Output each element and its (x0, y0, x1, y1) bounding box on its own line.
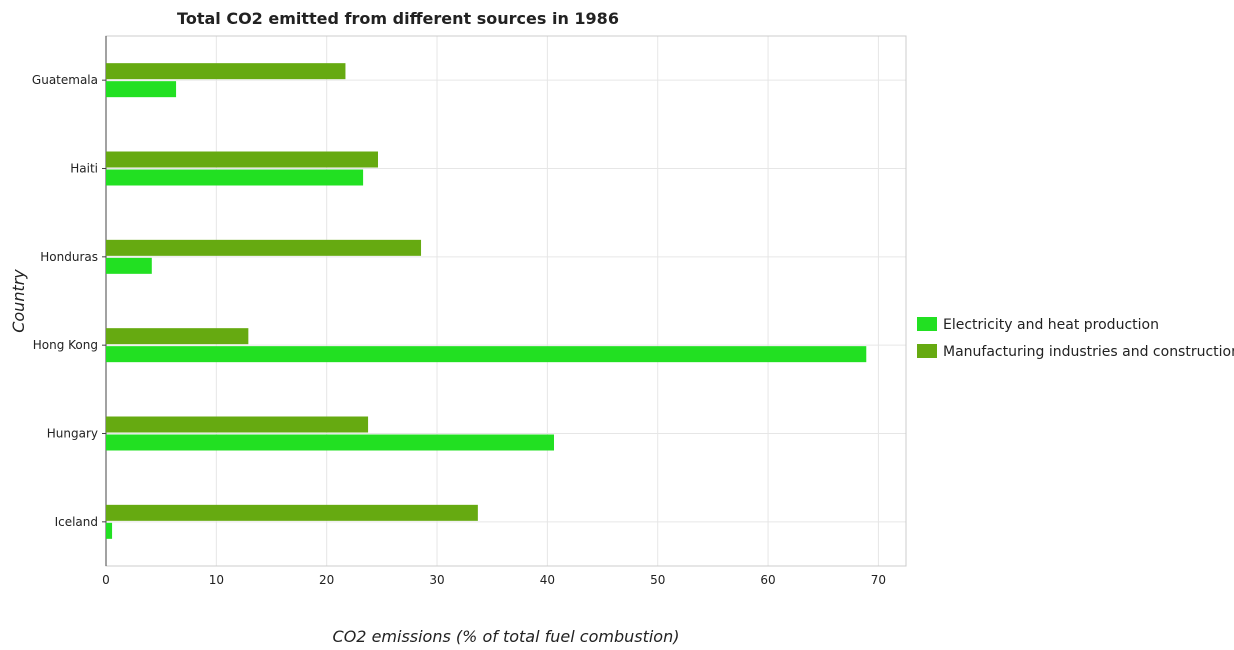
y-tick-label: Haiti (70, 162, 98, 176)
y-tick-label: Guatemala (32, 73, 98, 87)
legend-label-manufacturing: Manufacturing industries and constructio… (943, 344, 1234, 360)
y-axis-title: Country (9, 269, 28, 333)
plot-area: Guatemala Haiti Honduras Hong Kong Hungary Ic… (32, 35, 907, 587)
y-tick-label: Hungary (47, 427, 98, 441)
bar-electricity-honduras (106, 257, 152, 274)
y-tick-label: Honduras (40, 250, 98, 264)
legend-swatch-electricity (917, 317, 937, 331)
bar-electricity-hong-kong (106, 346, 867, 363)
bar-manufacturing-hong-kong (106, 328, 249, 345)
bar-electricity-iceland (106, 522, 113, 539)
bar-electricity-hungary (106, 434, 554, 451)
bar-manufacturing-guatemala (106, 63, 346, 80)
legend: Electricity and heat production Manufactu… (917, 317, 1234, 360)
y-tick-label: Iceland (55, 515, 98, 529)
x-tick-label: 40 (540, 573, 555, 587)
x-tick-label: 50 (650, 573, 665, 587)
x-tick-label: 60 (760, 573, 775, 587)
chart-title: Total CO2 emitted from different sources… (177, 9, 619, 28)
bar-manufacturing-honduras (106, 239, 422, 256)
legend-label-electricity: Electricity and heat production (943, 317, 1159, 333)
x-tick-label: 10 (209, 573, 224, 587)
bar-electricity-haiti (106, 169, 364, 186)
plot-background (106, 36, 906, 566)
bar-manufacturing-iceland (106, 504, 478, 521)
x-tick-label: 70 (871, 573, 886, 587)
y-tick-label: Hong Kong (33, 338, 98, 352)
legend-swatch-manufacturing (917, 344, 937, 358)
x-tick-label: 0 (102, 573, 110, 587)
bar-manufacturing-hungary (106, 416, 369, 433)
x-tick-label: 20 (319, 573, 334, 587)
bar-manufacturing-haiti (106, 151, 378, 168)
x-tick-label: 30 (429, 573, 444, 587)
bar-electricity-guatemala (106, 81, 177, 98)
x-axis-title: CO2 emissions (% of total fuel combustio… (333, 627, 680, 646)
